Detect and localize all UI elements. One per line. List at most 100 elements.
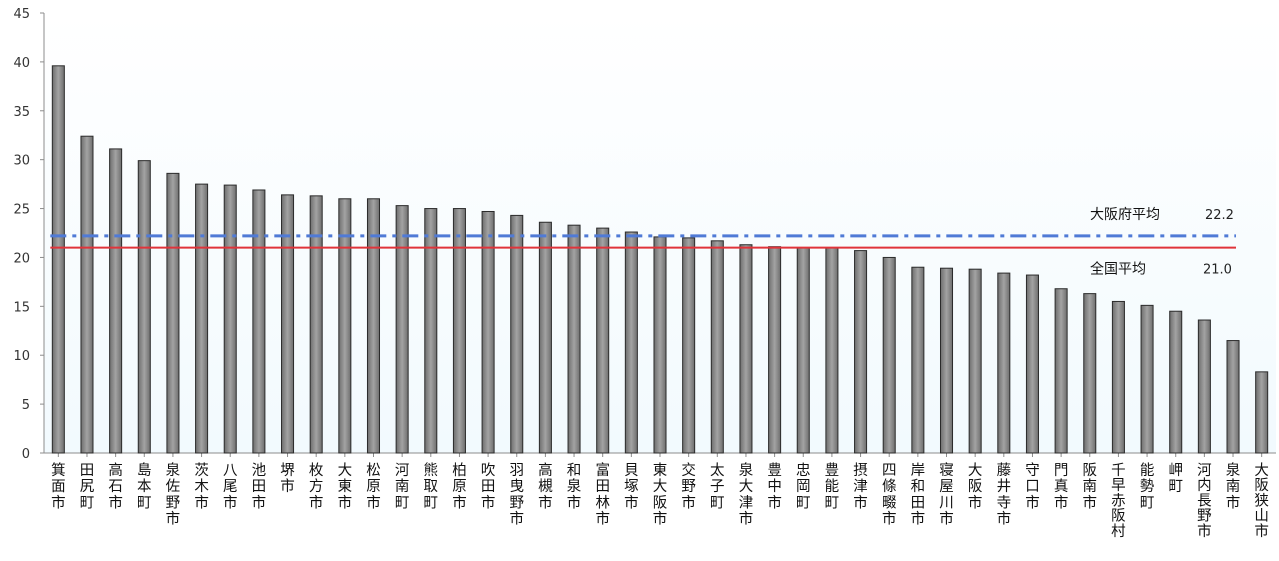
bar	[424, 208, 438, 454]
x-tick-label: 貝塚市	[624, 463, 639, 511]
bar	[739, 244, 753, 454]
x-tick-label: 守口市	[1025, 462, 1040, 511]
x-tick-label: 箕面市	[51, 462, 66, 511]
national-average-label: 全国平均	[1090, 261, 1146, 278]
x-tick-label: 泉南市	[1226, 462, 1241, 511]
y-tick-label: 10	[13, 349, 30, 364]
bar	[825, 247, 839, 454]
osaka-average-value: 22.2	[1205, 208, 1234, 223]
bar	[338, 198, 352, 454]
bar	[997, 272, 1011, 454]
x-tick-label: 島本町	[137, 462, 152, 511]
x-tick-label: 摂津市	[853, 462, 868, 511]
bar	[1226, 340, 1240, 454]
x-tick-label: 寝屋川市	[939, 461, 954, 528]
bar	[567, 224, 581, 454]
x-tick-label: 河内長野市	[1197, 462, 1212, 540]
x-tick-label: 豊能町	[825, 462, 840, 511]
y-tick-label: 0	[22, 447, 30, 462]
bar	[538, 221, 552, 454]
x-tick-label: 池田市	[252, 462, 267, 511]
bar	[395, 205, 409, 454]
bar	[1054, 288, 1068, 454]
bar	[1197, 319, 1211, 454]
x-tick-label: 藤井寺市	[997, 462, 1012, 528]
x-tick-label: 豊中市	[767, 462, 782, 511]
bar	[452, 208, 466, 454]
bar	[682, 237, 696, 454]
bar	[366, 198, 381, 454]
x-tick-label: 岬町	[1168, 462, 1183, 495]
bar	[137, 160, 151, 454]
x-tick-label: 羽曳野市	[509, 463, 524, 528]
bar	[1111, 300, 1125, 454]
bar	[309, 195, 323, 454]
x-tick-label: 交野市	[681, 461, 696, 511]
bar	[796, 247, 810, 454]
y-tick-label: 40	[13, 56, 30, 71]
x-tick-label: 堺市	[280, 462, 295, 495]
x-tick-label: 泉佐野市	[166, 462, 181, 528]
bar	[968, 268, 982, 454]
y-tick-label: 30	[13, 154, 30, 169]
bar	[223, 184, 237, 454]
x-tick-label: 富田林市	[595, 461, 610, 528]
x-tick-label: 千早赤阪村	[1111, 462, 1126, 540]
x-tick-label: 柏原市	[452, 462, 467, 511]
bar	[281, 194, 295, 454]
x-tick-label: 和泉市	[567, 462, 582, 511]
bar	[596, 227, 610, 454]
bar	[710, 240, 724, 454]
x-tick-label: 田尻町	[80, 463, 95, 511]
bar	[1169, 310, 1183, 454]
bar	[1025, 274, 1039, 454]
x-tick-label: 岸和田市	[911, 462, 926, 528]
national-average-value: 21.0	[1203, 263, 1232, 278]
y-tick-label: 20	[13, 251, 30, 266]
y-tick-label: 5	[22, 398, 30, 413]
bar	[768, 246, 782, 454]
x-tick-label: 大東市	[338, 462, 353, 511]
x-tick-label: 四條畷市	[882, 463, 897, 528]
bar	[653, 236, 667, 454]
bar	[854, 250, 868, 454]
x-tick-label: 大阪市	[968, 462, 983, 511]
x-tick-label: 吹田市	[481, 462, 496, 511]
bar	[882, 256, 896, 454]
x-tick-label: 茨木市	[194, 462, 209, 511]
bar	[252, 189, 266, 454]
x-tick-label: 太子町	[710, 462, 725, 511]
x-tick-label: 能勢町	[1140, 462, 1155, 511]
x-tick-label: 松原市	[366, 462, 381, 511]
bar	[1255, 371, 1269, 454]
bar	[109, 148, 123, 454]
bar	[51, 65, 65, 454]
x-tick-label: 東大阪市	[653, 462, 668, 528]
x-tick-label: 高槻市	[538, 462, 553, 511]
y-tick-label: 25	[13, 203, 30, 218]
osaka-average-label: 大阪府平均	[1090, 207, 1160, 223]
x-tick-label: 門真市	[1054, 463, 1069, 511]
x-tick-label: 泉大津市	[739, 462, 754, 528]
y-tick-label: 35	[13, 105, 30, 120]
bar	[481, 210, 495, 454]
bar	[80, 135, 94, 454]
x-tick-label: 八尾市	[223, 463, 238, 511]
bar	[195, 183, 209, 454]
x-tick-label: 阪南市	[1083, 462, 1098, 511]
bar	[1083, 293, 1097, 454]
bar	[1140, 304, 1154, 454]
y-tick-label: 45	[13, 7, 30, 22]
x-tick-label: 枚方市	[309, 462, 324, 511]
bar	[166, 172, 180, 454]
bar	[624, 231, 638, 454]
y-tick-label: 15	[13, 300, 30, 315]
x-tick-label: 忠岡町	[796, 462, 811, 511]
bar	[911, 266, 925, 454]
x-tick-label: 河南町	[395, 462, 410, 511]
x-tick-label: 高石市	[108, 462, 123, 511]
x-tick-label: 熊取町	[424, 462, 439, 511]
bar	[939, 267, 954, 454]
